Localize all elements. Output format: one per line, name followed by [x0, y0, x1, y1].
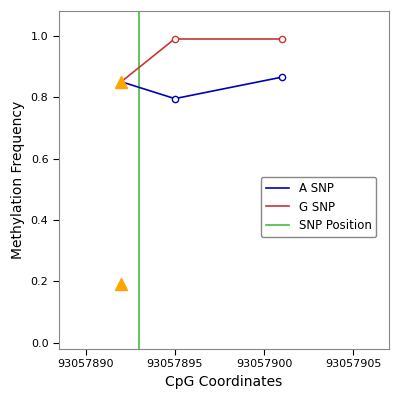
Legend: A SNP, G SNP, SNP Position: A SNP, G SNP, SNP Position [261, 177, 376, 237]
Y-axis label: Methylation Frequency: Methylation Frequency [11, 101, 25, 259]
X-axis label: CpG Coordinates: CpG Coordinates [165, 375, 282, 389]
